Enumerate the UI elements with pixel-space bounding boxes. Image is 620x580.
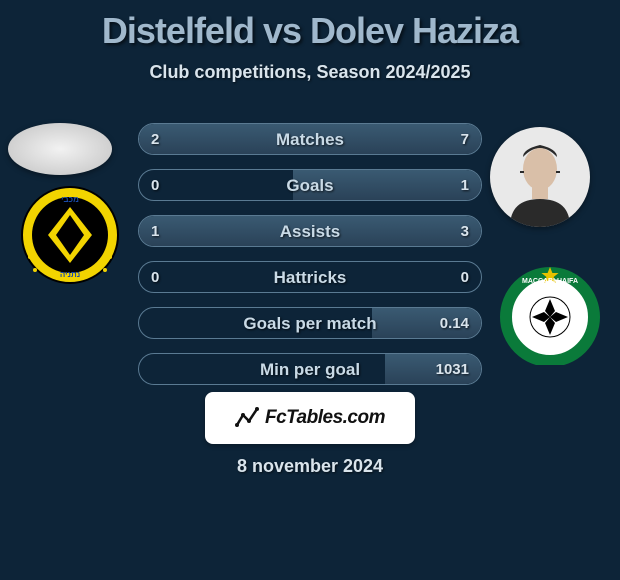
stat-row: Goals per match0.14 xyxy=(138,307,482,339)
brand-text: FcTables.com xyxy=(265,407,385,429)
club-right-badge: MACCABI HAIFA xyxy=(500,265,600,365)
stat-value-right: 0.14 xyxy=(440,308,469,339)
stat-label: Goals xyxy=(139,170,481,201)
stat-label: Goals per match xyxy=(139,308,481,339)
stat-row: 2Matches7 xyxy=(138,123,482,155)
svg-text:MACCABI HAIFA: MACCABI HAIFA xyxy=(522,278,578,285)
svg-text:נתניה: נתניה xyxy=(60,270,80,279)
player-right-avatar xyxy=(490,127,590,227)
stat-row: 0Goals1 xyxy=(138,169,482,201)
chart-icon xyxy=(235,405,261,431)
stat-label: Min per goal xyxy=(139,354,481,385)
page-title: Distelfeld vs Dolev Haziza xyxy=(0,0,620,52)
stat-value-right: 1 xyxy=(461,170,469,201)
stat-row: 1Assists3 xyxy=(138,215,482,247)
stat-value-right: 0 xyxy=(461,262,469,293)
stat-value-right: 7 xyxy=(461,124,469,155)
club-left-badge: מכבי נתניה xyxy=(20,185,120,285)
player-left-avatar xyxy=(8,123,112,175)
stat-row: 0Hattricks0 xyxy=(138,261,482,293)
page-subtitle: Club competitions, Season 2024/2025 xyxy=(0,62,620,83)
svg-text:מכבי: מכבי xyxy=(61,195,79,204)
stat-label: Assists xyxy=(139,216,481,247)
stat-row: Min per goal1031 xyxy=(138,353,482,385)
stat-rows: 2Matches70Goals11Assists30Hattricks0Goal… xyxy=(138,123,482,399)
brand-badge: FcTables.com xyxy=(205,392,415,444)
footer-date: 8 november 2024 xyxy=(0,456,620,477)
stat-label: Hattricks xyxy=(139,262,481,293)
stat-value-right: 3 xyxy=(461,216,469,247)
stat-value-right: 1031 xyxy=(436,354,469,385)
stat-label: Matches xyxy=(139,124,481,155)
